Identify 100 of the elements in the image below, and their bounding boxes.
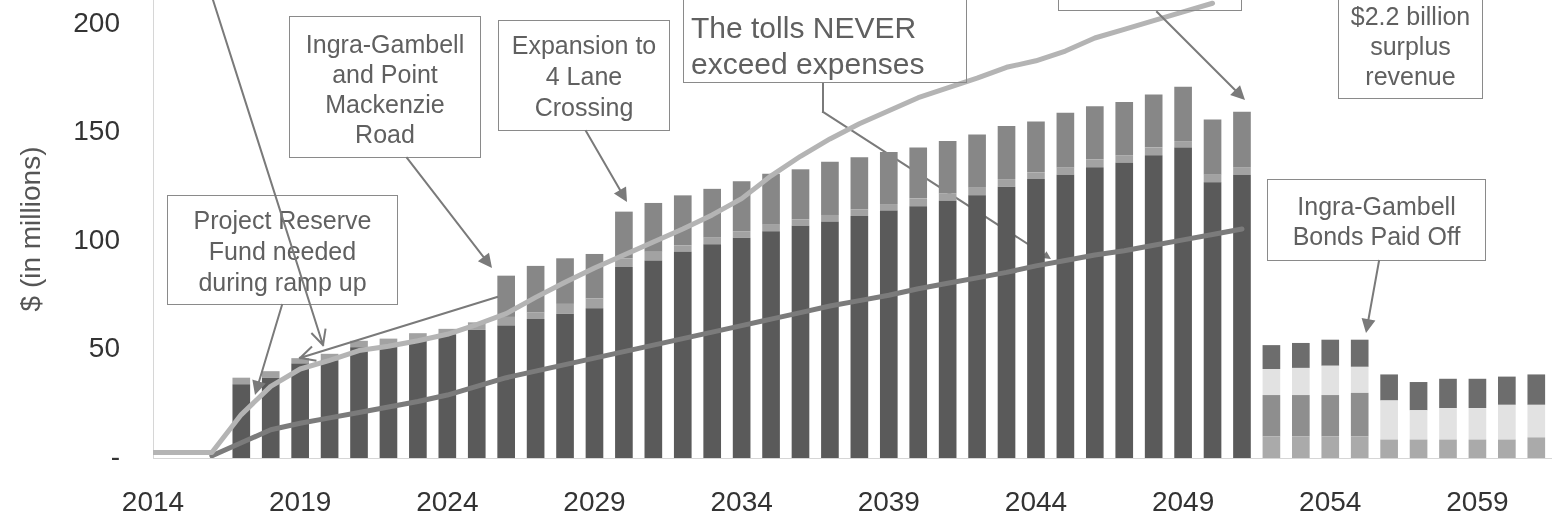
bar — [644, 260, 663, 458]
bar — [1321, 395, 1340, 437]
bar — [1056, 112, 1075, 168]
bar — [409, 339, 427, 458]
bar — [1233, 111, 1251, 168]
bar — [732, 237, 751, 458]
y-tick-label: 100 — [73, 223, 120, 255]
bar — [1262, 395, 1281, 437]
bar — [1527, 374, 1546, 405]
bar — [438, 334, 457, 458]
bar — [997, 125, 1016, 180]
bar — [732, 231, 751, 238]
bar — [762, 224, 780, 232]
bar — [1498, 404, 1516, 440]
x-tick-label: 2039 — [857, 485, 920, 517]
bar — [556, 303, 574, 314]
bar — [1027, 121, 1045, 173]
bar — [1144, 94, 1163, 148]
bar — [1292, 342, 1310, 368]
bar — [1409, 382, 1428, 411]
bar — [938, 141, 957, 194]
bar — [909, 147, 928, 199]
bar — [1027, 172, 1045, 180]
bar — [968, 134, 986, 188]
bar — [232, 377, 251, 385]
bar — [1527, 437, 1546, 458]
y-tick-label: - — [110, 440, 120, 472]
bar — [1027, 179, 1045, 458]
bar — [850, 215, 869, 458]
bar — [968, 187, 986, 196]
x-tick-label: 2034 — [710, 485, 773, 517]
bar — [261, 371, 280, 378]
bar — [1468, 439, 1487, 458]
bar — [1468, 378, 1487, 409]
bar — [1056, 174, 1075, 458]
bar — [673, 245, 692, 252]
bar — [1174, 86, 1192, 142]
bar — [1056, 167, 1075, 175]
bar — [968, 195, 986, 458]
bar — [1409, 439, 1428, 458]
bar — [1498, 439, 1516, 458]
y-tick-label: 200 — [73, 6, 120, 38]
x-tick-label: 2059 — [1446, 485, 1509, 517]
bar — [1321, 365, 1340, 396]
bar — [997, 186, 1016, 458]
bar — [791, 225, 810, 458]
bar — [1203, 119, 1222, 175]
bar — [762, 231, 780, 458]
bar — [1085, 167, 1104, 458]
bar — [673, 251, 692, 458]
bar — [1085, 159, 1104, 168]
bar — [1292, 436, 1310, 458]
bar — [1350, 339, 1369, 367]
bar — [821, 214, 839, 222]
bar — [1439, 439, 1457, 458]
bar — [879, 151, 898, 205]
bar — [1321, 339, 1340, 366]
x-tick-label: 2024 — [416, 485, 479, 517]
bar — [1292, 367, 1310, 396]
bar — [1203, 182, 1222, 458]
bar — [1115, 102, 1134, 156]
bar — [909, 198, 928, 207]
bar — [1498, 376, 1516, 405]
bar — [585, 308, 604, 458]
y-tick-label: 150 — [73, 115, 120, 147]
bar — [1409, 410, 1428, 440]
bar — [1380, 400, 1398, 440]
y-tick-label: 50 — [88, 332, 120, 364]
bar — [1321, 436, 1340, 458]
bar — [938, 200, 957, 458]
bar — [526, 319, 545, 458]
bar — [615, 266, 633, 458]
bar — [850, 157, 869, 210]
x-tick-label: 2014 — [121, 485, 185, 517]
bar — [350, 347, 368, 458]
bar — [821, 221, 839, 458]
bar — [879, 210, 898, 458]
bar — [1439, 408, 1457, 440]
bar — [556, 313, 574, 458]
bar — [850, 209, 869, 216]
x-tick-label: 2054 — [1299, 485, 1362, 517]
x-tick-label: 2019 — [269, 485, 332, 517]
bar — [585, 298, 604, 309]
x-tick-label: 2029 — [563, 485, 626, 517]
bar — [909, 206, 928, 458]
bar — [1262, 369, 1281, 396]
bar — [1350, 366, 1369, 393]
bar — [703, 244, 722, 458]
bar — [1439, 378, 1457, 409]
bar — [1144, 155, 1163, 458]
x-tick-label: 2049 — [1151, 485, 1215, 517]
bar — [703, 237, 722, 245]
bar — [1144, 147, 1163, 156]
bar — [1174, 147, 1192, 458]
bar — [1262, 345, 1281, 370]
bar — [615, 258, 633, 267]
bar — [938, 193, 957, 201]
bar — [1233, 167, 1251, 175]
bar — [879, 204, 898, 211]
bar — [1527, 404, 1546, 438]
